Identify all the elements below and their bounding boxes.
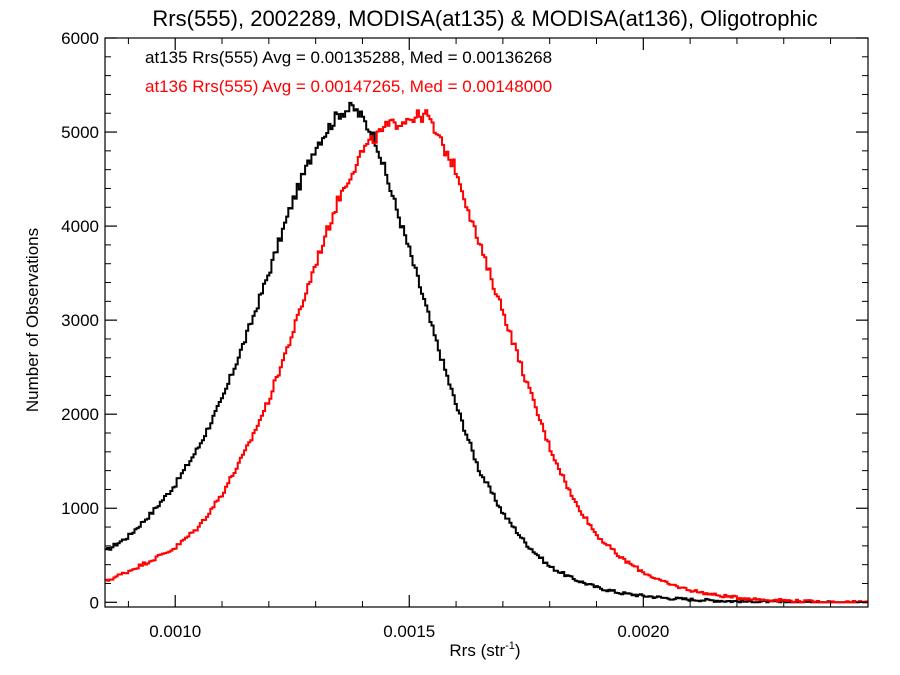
y-axis-label: Number of Observations [23, 228, 42, 412]
legend-entry-at135: at135 Rrs(555) Avg = 0.00135288, Med = 0… [145, 48, 552, 67]
y-tick-label: 2000 [61, 405, 99, 424]
x-axis-label-main: Rrs (str [449, 641, 505, 660]
x-axis-label: Rrs (str-1) [449, 640, 520, 660]
x-tick-label: 0.0010 [149, 622, 201, 641]
x-tick-label: 0.0015 [383, 622, 435, 641]
x-tick-labels: 0.0010 0.0015 0.0020 [149, 622, 669, 641]
y-tick-label: 1000 [61, 499, 99, 518]
axis-ticks [105, 37, 868, 607]
plot-frame [104, 37, 869, 608]
series-line-1 [105, 109, 869, 604]
y-tick-label: 3000 [61, 311, 99, 330]
y-tick-label: 5000 [61, 123, 99, 142]
x-tick-label: 0.0020 [617, 622, 669, 641]
y-tick-label: 6000 [61, 29, 99, 48]
series-layer [105, 101, 869, 604]
x-axis-label-end: ) [515, 641, 521, 660]
legend: at135 Rrs(555) Avg = 0.00135288, Med = 0… [145, 48, 552, 96]
y-tick-label: 4000 [61, 217, 99, 236]
chart-title: Rrs(555), 2002289, MODISA(at135) & MODIS… [152, 6, 817, 31]
x-axis-label-superscript: -1 [505, 640, 515, 652]
y-tick-label: 0 [90, 593, 99, 612]
series-line-0 [105, 101, 869, 604]
y-tick-labels: 0 1000 2000 3000 4000 5000 6000 [61, 29, 99, 612]
legend-entry-at136: at136 Rrs(555) Avg = 0.00147265, Med = 0… [145, 77, 552, 96]
